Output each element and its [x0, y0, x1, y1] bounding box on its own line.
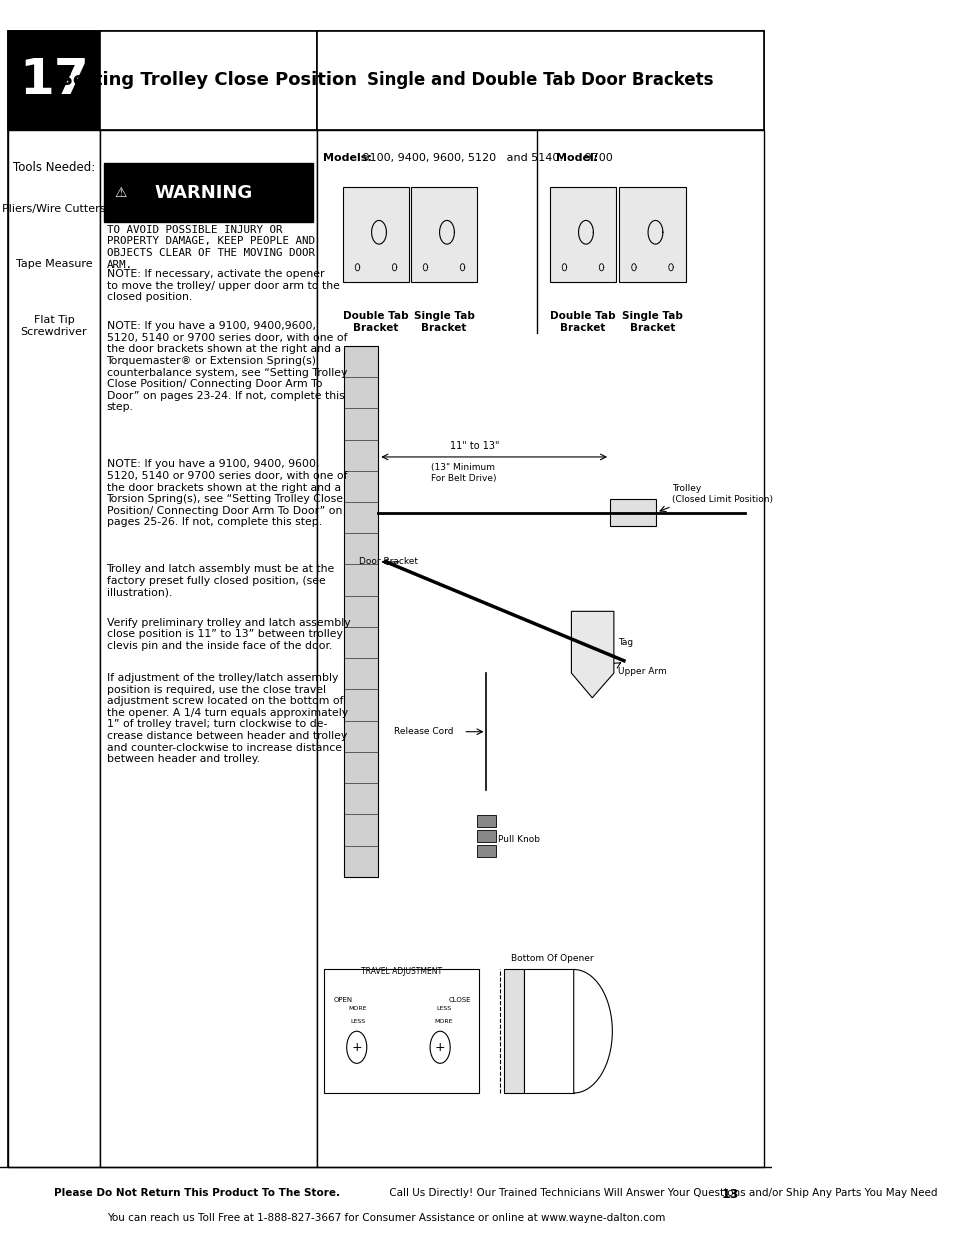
Text: Double Tab
Bracket: Double Tab Bracket [550, 311, 615, 332]
Text: 13: 13 [721, 1188, 739, 1202]
Text: +: + [351, 1041, 362, 1053]
Text: Models:: Models: [322, 153, 372, 163]
FancyBboxPatch shape [504, 969, 523, 1093]
Polygon shape [571, 611, 613, 698]
Text: OPEN: OPEN [334, 998, 353, 1003]
FancyBboxPatch shape [8, 130, 100, 1167]
Text: Bottom Of Opener: Bottom Of Opener [510, 955, 593, 963]
Text: If adjustment of the trolley/latch assembly
position is required, use the close : If adjustment of the trolley/latch assem… [107, 673, 347, 764]
FancyBboxPatch shape [549, 188, 616, 282]
Text: Model:: Model: [556, 153, 598, 163]
Text: Single Tab
Bracket: Single Tab Bracket [414, 311, 474, 332]
Text: You can reach us Toll Free at 1-888-827-3667 for Consumer Assistance or online a: You can reach us Toll Free at 1-888-827-… [107, 1213, 664, 1223]
Text: LESS: LESS [436, 1007, 451, 1011]
FancyBboxPatch shape [476, 815, 496, 827]
FancyBboxPatch shape [100, 31, 316, 130]
Text: Upper Arm: Upper Arm [618, 667, 666, 676]
FancyBboxPatch shape [8, 31, 100, 130]
Text: Single and Double Tab Door Brackets: Single and Double Tab Door Brackets [367, 72, 713, 89]
Text: Verify preliminary trolley and latch assembly
close position is 11” to 13” betwe: Verify preliminary trolley and latch ass… [107, 618, 350, 651]
Text: Release Cord: Release Cord [394, 727, 453, 736]
FancyBboxPatch shape [342, 188, 409, 282]
Text: Trolley
(Closed Limit Position): Trolley (Closed Limit Position) [671, 484, 772, 504]
FancyBboxPatch shape [476, 830, 496, 842]
Text: Door Bracket: Door Bracket [358, 557, 417, 567]
Text: Pull Knob: Pull Knob [497, 835, 539, 845]
FancyBboxPatch shape [476, 845, 496, 857]
Text: 17: 17 [19, 57, 89, 104]
FancyBboxPatch shape [343, 346, 378, 877]
Text: (13" Minimum
For Belt Drive): (13" Minimum For Belt Drive) [430, 463, 496, 483]
Text: Call Us Directly! Our Trained Technicians Will Answer Your Questions and/or Ship: Call Us Directly! Our Trained Technician… [386, 1188, 937, 1198]
FancyBboxPatch shape [104, 163, 313, 222]
Text: ⚠: ⚠ [114, 186, 127, 200]
Wedge shape [573, 969, 612, 1093]
Text: Flat Tip
Screwdriver: Flat Tip Screwdriver [21, 315, 88, 336]
FancyBboxPatch shape [410, 188, 476, 282]
Text: MORE: MORE [348, 1007, 366, 1011]
FancyBboxPatch shape [316, 31, 763, 130]
FancyBboxPatch shape [609, 499, 656, 526]
Text: Single Tab
Bracket: Single Tab Bracket [621, 311, 682, 332]
Text: Setting Trolley Close Position: Setting Trolley Close Position [60, 72, 356, 89]
FancyBboxPatch shape [316, 130, 763, 1167]
Text: 9700: 9700 [580, 153, 612, 163]
Text: Trolley and latch assembly must be at the
factory preset fully closed position, : Trolley and latch assembly must be at th… [107, 564, 335, 598]
Text: Tag: Tag [618, 637, 632, 647]
Text: NOTE: If you have a 9100, 9400, 9600,
5120, 5140 or 9700 series door, with one o: NOTE: If you have a 9100, 9400, 9600, 51… [107, 459, 347, 527]
Text: Double Tab
Bracket: Double Tab Bracket [343, 311, 409, 332]
Text: 11" to 13": 11" to 13" [450, 441, 499, 451]
Text: TO AVOID POSSIBLE INJURY OR
PROPERTY DAMAGE, KEEP PEOPLE AND
OBJECTS CLEAR OF TH: TO AVOID POSSIBLE INJURY OR PROPERTY DAM… [107, 225, 314, 269]
Text: Tape Measure: Tape Measure [15, 259, 92, 269]
Text: CLOSE: CLOSE [448, 998, 470, 1003]
Text: Pliers/Wire Cutters: Pliers/Wire Cutters [2, 204, 106, 214]
FancyBboxPatch shape [324, 969, 478, 1093]
FancyBboxPatch shape [100, 130, 316, 1167]
Text: NOTE: If necessary, activate the opener
to move the trolley/ upper door arm to t: NOTE: If necessary, activate the opener … [107, 269, 339, 303]
Text: 9100, 9400, 9600, 5120   and 5140.: 9100, 9400, 9600, 5120 and 5140. [358, 153, 562, 163]
Text: WARNING: WARNING [154, 184, 253, 203]
Text: Please Do Not Return This Product To The Store.: Please Do Not Return This Product To The… [54, 1188, 339, 1198]
Text: LESS: LESS [350, 1019, 365, 1024]
Text: MORE: MORE [435, 1019, 453, 1024]
Text: TRAVEL ADJUSTMENT: TRAVEL ADJUSTMENT [360, 967, 441, 976]
Text: Tools Needed:: Tools Needed: [13, 161, 95, 174]
Text: +: + [435, 1041, 445, 1053]
Text: NOTE: If you have a 9100, 9400,9600,
5120, 5140 or 9700 series door, with one of: NOTE: If you have a 9100, 9400,9600, 512… [107, 321, 347, 412]
FancyBboxPatch shape [618, 188, 685, 282]
FancyBboxPatch shape [523, 969, 573, 1093]
